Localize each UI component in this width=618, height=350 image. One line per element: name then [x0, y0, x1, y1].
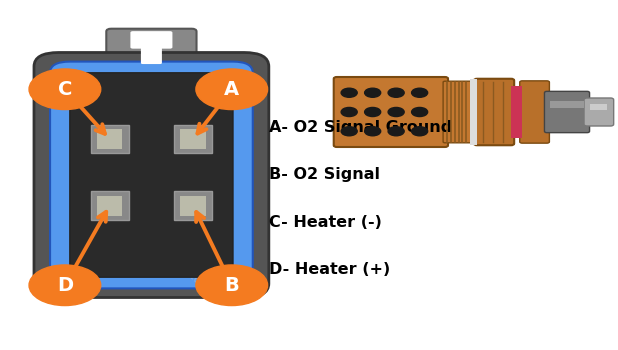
Circle shape: [388, 127, 404, 136]
Bar: [550, 102, 584, 108]
FancyBboxPatch shape: [91, 125, 129, 153]
Text: A: A: [224, 80, 239, 99]
Bar: [590, 104, 607, 110]
Circle shape: [29, 69, 101, 110]
FancyBboxPatch shape: [334, 77, 448, 147]
FancyBboxPatch shape: [180, 129, 206, 149]
Circle shape: [196, 265, 268, 306]
FancyBboxPatch shape: [34, 52, 269, 298]
FancyBboxPatch shape: [474, 79, 514, 145]
Circle shape: [412, 127, 428, 136]
Circle shape: [365, 127, 381, 136]
Circle shape: [341, 127, 357, 136]
Circle shape: [341, 88, 357, 97]
Text: B- O2 Signal: B- O2 Signal: [269, 168, 380, 182]
Text: C- Heater (-): C- Heater (-): [269, 215, 382, 230]
FancyBboxPatch shape: [130, 31, 172, 49]
Text: D: D: [57, 276, 73, 295]
Circle shape: [29, 265, 101, 306]
FancyBboxPatch shape: [50, 62, 253, 288]
Bar: [511, 86, 522, 138]
FancyBboxPatch shape: [97, 129, 122, 149]
FancyBboxPatch shape: [443, 81, 472, 143]
Circle shape: [388, 107, 404, 117]
FancyBboxPatch shape: [174, 191, 212, 220]
Text: A- O2 Signal Ground: A- O2 Signal Ground: [269, 120, 452, 135]
Circle shape: [365, 88, 381, 97]
FancyBboxPatch shape: [174, 125, 212, 153]
Circle shape: [365, 107, 381, 117]
Text: B: B: [224, 276, 239, 295]
FancyBboxPatch shape: [97, 196, 122, 216]
Circle shape: [388, 88, 404, 97]
Text: D- Heater (+): D- Heater (+): [269, 262, 390, 277]
Bar: [470, 79, 477, 145]
FancyBboxPatch shape: [544, 91, 590, 133]
FancyBboxPatch shape: [584, 98, 614, 126]
FancyBboxPatch shape: [70, 73, 233, 277]
FancyBboxPatch shape: [141, 41, 162, 64]
Text: easyautodiagnostics.com: easyautodiagnostics.com: [105, 197, 210, 293]
Circle shape: [341, 107, 357, 117]
FancyBboxPatch shape: [180, 196, 206, 216]
Circle shape: [196, 69, 268, 110]
FancyBboxPatch shape: [520, 81, 549, 143]
FancyBboxPatch shape: [106, 29, 197, 76]
FancyBboxPatch shape: [91, 191, 129, 220]
Text: C: C: [57, 80, 72, 99]
Circle shape: [412, 88, 428, 97]
Circle shape: [412, 107, 428, 117]
